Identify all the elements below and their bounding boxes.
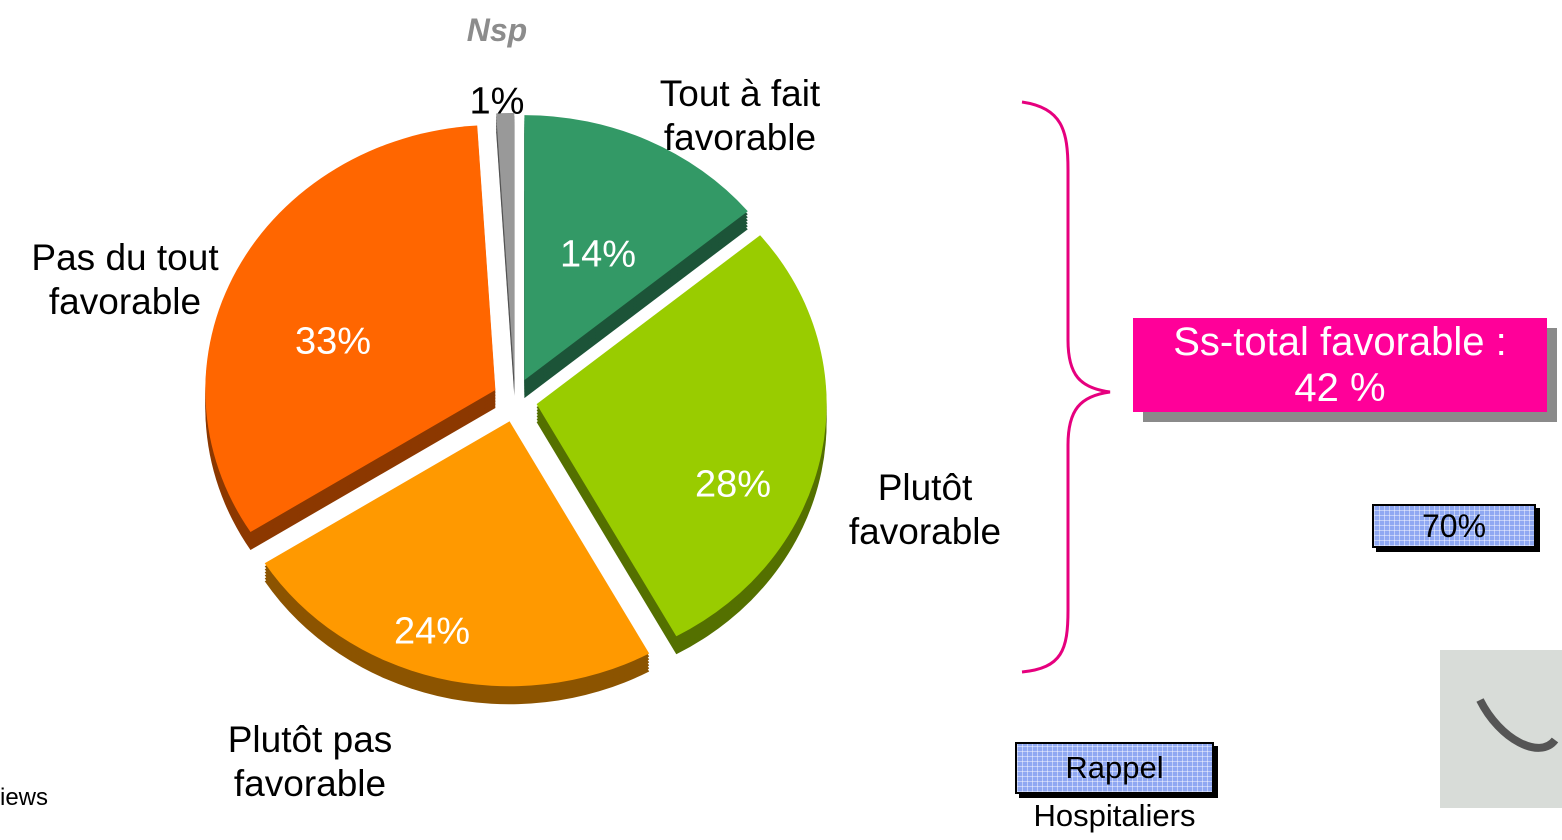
pie-slice: [524, 115, 748, 381]
value-label: 1%: [469, 80, 525, 123]
value-label: 24%: [393, 610, 471, 653]
badge: 70%: [1372, 504, 1536, 548]
chart: [205, 100, 1562, 808]
category-label: Tout à fait favorable: [659, 73, 821, 158]
subtotal-box: [1133, 318, 1547, 412]
brace: [1021, 100, 1111, 674]
stethoscope: [1476, 698, 1559, 752]
category-label: Plutôt pas favorable: [227, 719, 393, 804]
value-label: 33%: [294, 320, 372, 363]
subtotal-text: Ss-total favorable : 42 %: [1173, 320, 1507, 410]
value-label: 14%: [559, 233, 637, 276]
value-label: 28%: [694, 463, 772, 506]
category-label: Pas du tout favorable: [31, 237, 219, 322]
pie-slice: [264, 421, 650, 687]
button[interactable]: Rappel Hospitaliers: [1015, 742, 1214, 833]
page: {"chart_data": {"type": "pie", "categori…: [0, 12, 1562, 833]
pie-slice: [496, 112, 515, 379]
pie-slice: [536, 235, 827, 637]
footnote: iews: [0, 784, 49, 811]
category-label: Nsp: [466, 12, 528, 48]
pie-slice: [205, 125, 496, 532]
category-label: Plutôt favorable: [848, 467, 1002, 552]
